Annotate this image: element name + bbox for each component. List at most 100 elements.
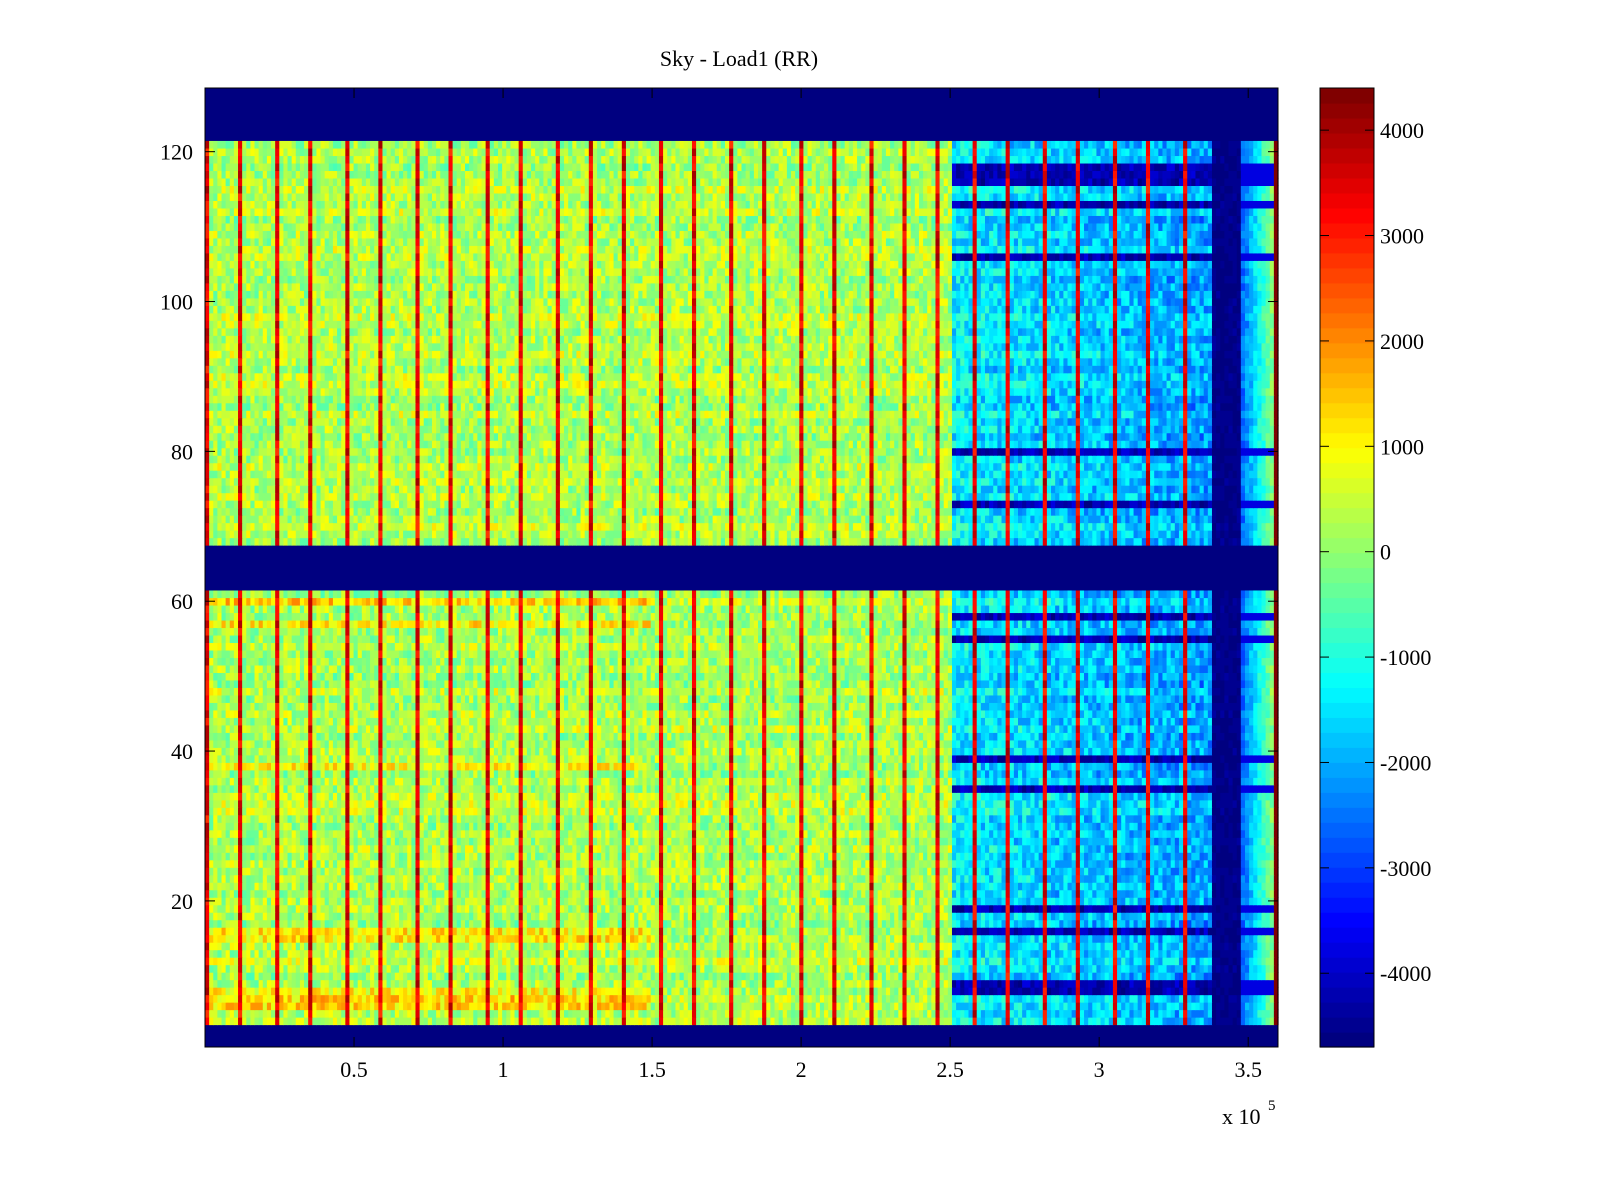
heatmap-cell (642, 972, 648, 981)
heatmap-cell (758, 1017, 763, 1026)
heatmap-cell (687, 1017, 693, 1026)
heatmap-cell (551, 949, 557, 958)
heatmap-cell (394, 979, 400, 988)
heatmap-cell (205, 1032, 1278, 1041)
heatmap-cell (568, 964, 573, 973)
heatmap-cell (687, 919, 693, 928)
heatmap-cell (613, 912, 619, 921)
heatmap-cell (572, 972, 578, 981)
heatmap-cell (469, 972, 474, 981)
heatmap-cell (398, 912, 404, 921)
heatmap-cell (1203, 927, 1209, 936)
heatmap-cell (1187, 889, 1192, 898)
heatmap-cell (258, 874, 264, 883)
heatmap-cell (1075, 889, 1081, 898)
heatmap-cell (758, 912, 763, 921)
heatmap-cell (836, 979, 842, 988)
heatmap-cell (225, 964, 231, 973)
heatmap-cell (712, 904, 718, 913)
heatmap-cell (543, 964, 549, 973)
heatmap-cell (225, 1017, 231, 1026)
heatmap-cell (861, 897, 866, 906)
heatmap-cell (1075, 1002, 1081, 1011)
heatmap-cell (345, 942, 351, 951)
heatmap-cell (964, 972, 970, 981)
heatmap-cell (526, 949, 532, 958)
heatmap-cell (312, 994, 318, 1003)
heatmap-cell (564, 882, 569, 891)
heatmap-cell (935, 1017, 941, 1026)
heatmap-cell (1141, 1017, 1147, 1026)
heatmap-cell (819, 904, 825, 913)
heatmap-cell (1005, 957, 1011, 966)
heatmap-cell (993, 957, 998, 966)
heatmap-cell (679, 979, 685, 988)
heatmap-cell (1183, 1002, 1188, 1011)
heatmap-cell (337, 889, 342, 898)
heatmap-cell (1104, 994, 1110, 1003)
heatmap-cell (778, 957, 784, 966)
heatmap-cell (1051, 949, 1056, 958)
heatmap-cell (1034, 1009, 1040, 1018)
heatmap-cell (564, 919, 569, 928)
heatmap-cell (762, 1017, 767, 1026)
heatmap-cell (729, 994, 734, 1003)
heatmap-cell (1216, 934, 1221, 943)
heatmap-cell (1096, 957, 1102, 966)
heatmap-cell (460, 1009, 466, 1018)
heatmap-cell (308, 874, 313, 883)
heatmap-cell (663, 942, 668, 951)
heatmap-cell (885, 889, 891, 898)
heatmap-cell (1026, 987, 1031, 996)
heatmap-cell (621, 987, 627, 996)
heatmap-cell (1055, 972, 1060, 981)
heatmap-cell (729, 919, 734, 928)
heatmap-cell (229, 904, 235, 913)
heatmap-cell (246, 1002, 251, 1011)
heatmap-cell (1228, 882, 1234, 891)
heatmap-cell (1211, 904, 1217, 913)
heatmap-cell (737, 897, 743, 906)
heatmap-cell (365, 912, 371, 921)
heatmap-cell (770, 912, 776, 921)
heatmap-cell (337, 1017, 342, 1026)
heatmap-cell (848, 987, 854, 996)
heatmap-cell (613, 889, 619, 898)
heatmap-cell (477, 949, 483, 958)
heatmap-cell (465, 987, 470, 996)
heatmap-cell (844, 942, 850, 951)
heatmap-cell (700, 949, 705, 958)
heatmap-cell (894, 1017, 899, 1026)
heatmap-cell (543, 912, 549, 921)
heatmap-cell (1166, 1017, 1172, 1026)
heatmap-cell (1211, 994, 1217, 1003)
heatmap-cell (1240, 912, 1246, 921)
heatmap-cell (423, 934, 429, 943)
heatmap-cell (316, 919, 322, 928)
heatmap-cell (836, 912, 842, 921)
heatmap-cell (795, 957, 800, 966)
heatmap-cell (840, 912, 846, 921)
heatmap-cell (625, 1002, 631, 1011)
heatmap-cell (291, 987, 297, 996)
heatmap-cell (621, 889, 627, 898)
heatmap-cell (658, 979, 664, 988)
heatmap-cell (1026, 1009, 1031, 1018)
heatmap-cell (956, 882, 961, 891)
heatmap-cell (902, 904, 908, 913)
heatmap-cell (601, 1009, 606, 1018)
heatmap-cell (444, 889, 450, 898)
heatmap-cell (225, 912, 231, 921)
heatmap-cell (242, 927, 247, 936)
heatmap-cell (1063, 897, 1069, 906)
heatmap-cell (489, 919, 495, 928)
heatmap-cell (857, 1009, 862, 1018)
heatmap-cell (708, 949, 714, 958)
heatmap-cell (724, 957, 730, 966)
heatmap-cell (1269, 1017, 1275, 1026)
heatmap-cell (625, 964, 631, 973)
heatmap-cell (1071, 927, 1077, 936)
heatmap-cell (580, 882, 586, 891)
heatmap-cell (848, 1017, 854, 1026)
heatmap-cell (1042, 987, 1048, 996)
